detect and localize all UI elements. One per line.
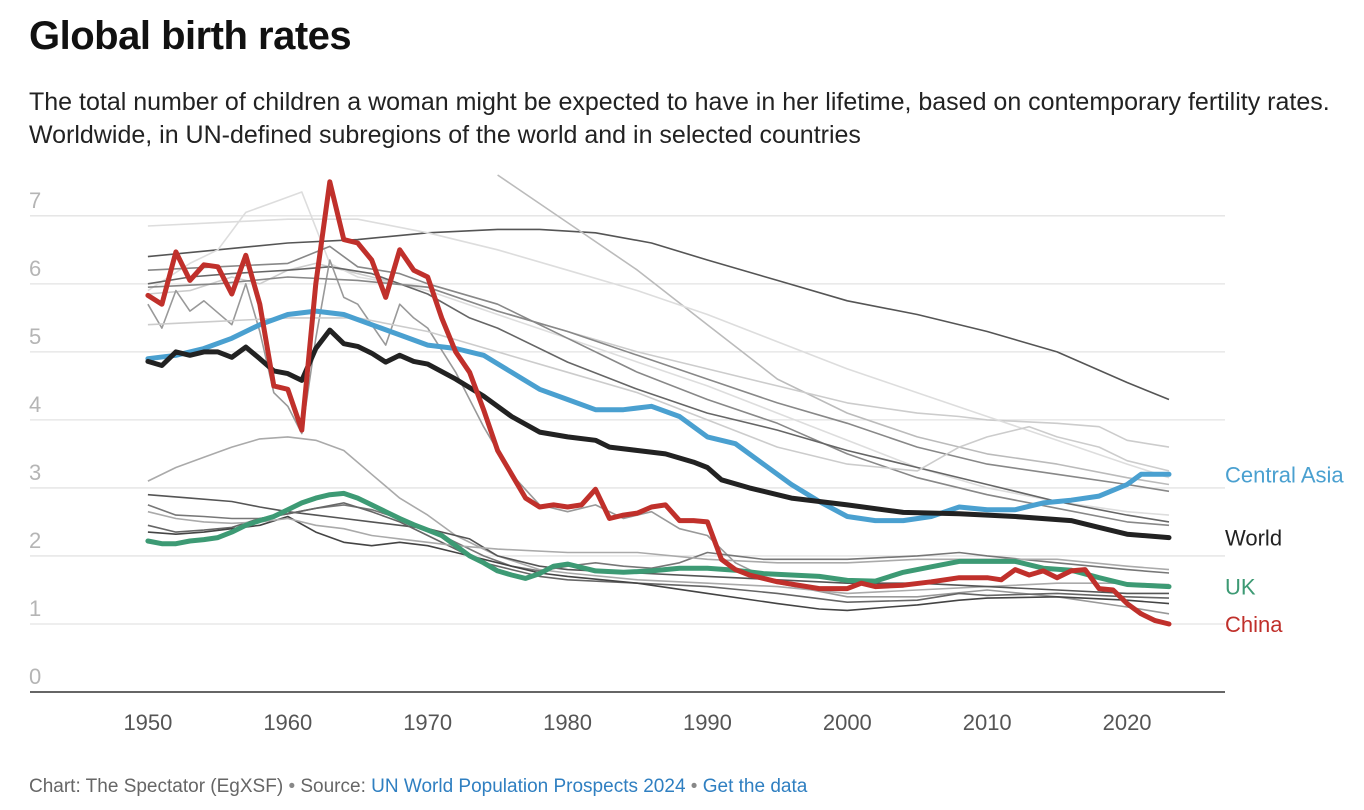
line-chart: 0 1 2 3 4 5 6 7 1950 1960 1970 1980 1990 2000 2010 202… [29,174,1344,735]
x-tick-label: 1980 [543,710,592,735]
background-series-line-6 [147,245,1170,527]
highlight-series-group [145,179,1172,627]
chart-subtitle: The total number of children a woman mig… [29,88,1330,149]
series-line-china [145,179,1172,627]
series-line-central-asia [145,308,1172,524]
y-tick-label: 0 [29,664,41,689]
x-tick-label: 2020 [1103,710,1152,735]
x-tick-label: 2000 [823,710,872,735]
background-series-line-7 [147,266,1170,523]
x-tick-label: 2010 [963,710,1012,735]
background-series-line-15 [147,276,1170,493]
x-tick-label: 1990 [683,710,732,735]
series-label-china: China [1225,612,1283,637]
background-series-group [147,174,1170,615]
background-series-line-1 [147,228,1170,401]
y-tick-label: 5 [29,324,41,349]
x-tick-label: 1970 [403,710,452,735]
background-series-line-5 [147,191,1170,516]
source-link[interactable]: UN World Population Prospects 2024 [371,776,686,797]
background-series-line-10 [147,493,1169,595]
footer-source-label: Source: [300,776,366,797]
y-tick-label: 7 [29,188,41,213]
footer-credit: Chart: The Spectator (EgXSF) [29,776,284,797]
chart-footer: Chart: The Spectator (EgXSF) • Source: U… [29,776,807,798]
series-label-central-asia: Central Asia [1225,462,1344,487]
background-series-line-16 [147,317,1170,472]
x-axis-ticks: 1950 1960 1970 1980 1990 2000 2010 2020 [123,710,1151,735]
y-tick-label: 2 [29,528,41,553]
y-tick-label: 4 [29,392,41,417]
x-tick-label: 1950 [123,710,172,735]
x-tick-label: 1960 [263,710,312,735]
series-line-uk [145,490,1172,590]
y-tick-label: 1 [29,596,41,621]
get-data-link[interactable]: Get the data [702,776,808,797]
series-label-world: World [1225,526,1282,551]
y-tick-label: 3 [29,460,41,485]
y-tick-label: 6 [29,256,41,281]
y-axis-ticks: 0 1 2 3 4 5 6 7 [29,188,41,689]
grid-lines [30,215,1225,625]
series-label-uk: UK [1225,575,1256,600]
footer-separator-2: • [690,776,698,797]
background-series-line-2 [497,174,1170,486]
series-line-world [145,327,1172,541]
background-series-line-9 [147,436,1170,595]
footer-separator-1: • [288,776,296,797]
series-labels: Central Asia World UK China [1225,462,1344,637]
chart-title: Global birth rates [29,14,352,58]
